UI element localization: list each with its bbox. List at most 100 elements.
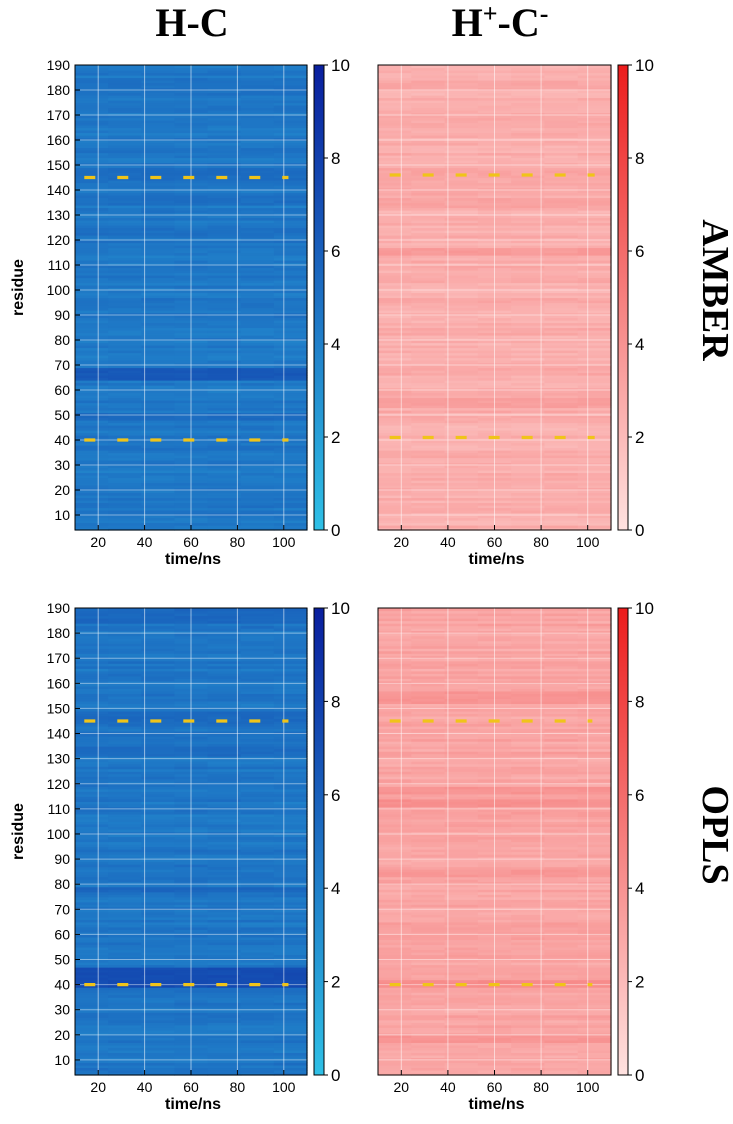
heatmap-cell bbox=[108, 205, 142, 209]
heatmap-cell bbox=[511, 964, 546, 968]
heatmap-cell bbox=[544, 325, 579, 329]
heatmap-cell bbox=[444, 145, 479, 149]
heatmap-cell bbox=[207, 332, 242, 336]
heatmap-cell bbox=[378, 849, 412, 853]
heatmap-cell bbox=[378, 295, 412, 299]
heatmap-cell bbox=[141, 517, 176, 521]
heatmap-cell bbox=[207, 392, 242, 396]
heatmap-cell bbox=[108, 618, 142, 622]
heatmap-cell bbox=[411, 365, 446, 369]
heatmap-cell bbox=[444, 262, 479, 266]
heatmap-cell bbox=[75, 663, 109, 667]
heatmap-cell bbox=[444, 495, 479, 499]
heatmap-cell bbox=[378, 783, 412, 787]
heatmap-cell bbox=[378, 517, 412, 521]
heatmap-cell bbox=[108, 225, 142, 229]
heatmap-cell bbox=[108, 783, 142, 787]
heatmap-cell bbox=[577, 342, 612, 346]
heatmap-cell bbox=[511, 1072, 546, 1076]
heatmap-cell bbox=[577, 100, 612, 104]
heatmap-cell bbox=[511, 115, 546, 119]
heatmap-cell bbox=[411, 939, 446, 943]
heatmap-cell bbox=[544, 497, 579, 501]
row-label-opls: OPLS bbox=[694, 785, 733, 884]
heatmap-cell bbox=[577, 502, 612, 506]
heatmap-cell bbox=[577, 287, 612, 291]
heatmap-cell bbox=[411, 450, 446, 454]
heatmap-cell bbox=[108, 899, 142, 903]
heatmap-cell bbox=[207, 715, 242, 720]
heatmap-cell bbox=[378, 202, 412, 206]
heatmap-cell bbox=[240, 415, 275, 419]
heatmap-cell bbox=[444, 412, 479, 416]
heatmap-cell bbox=[108, 207, 142, 211]
heatmap-cell bbox=[511, 417, 546, 421]
heatmap-cell bbox=[108, 87, 142, 91]
heatmap-cell bbox=[378, 382, 412, 386]
heatmap-cell bbox=[444, 994, 479, 998]
heatmap-cell bbox=[544, 200, 579, 204]
heatmap-cell bbox=[511, 130, 546, 134]
heatmap-cell bbox=[411, 823, 446, 828]
heatmap-cell bbox=[240, 1039, 275, 1043]
heatmap-cell bbox=[108, 390, 142, 394]
heatmap-cell bbox=[511, 405, 546, 409]
heatmap-cell bbox=[108, 195, 142, 199]
heatmap-cell bbox=[577, 65, 612, 69]
heatmap-cell bbox=[444, 267, 479, 271]
heatmap-cell bbox=[411, 135, 446, 139]
heatmap-cell bbox=[273, 1004, 308, 1008]
heatmap-cell bbox=[207, 342, 242, 346]
heatmap-cell bbox=[411, 1057, 446, 1061]
heatmap-cell bbox=[273, 417, 308, 421]
heatmap-cell bbox=[544, 846, 579, 850]
heatmap-cell bbox=[378, 891, 412, 895]
heatmap-cell bbox=[444, 465, 479, 469]
heatmap-cell bbox=[411, 452, 446, 456]
heatmap-cell bbox=[108, 675, 142, 679]
heatmap-cell bbox=[108, 628, 142, 632]
heatmap-cell bbox=[511, 240, 546, 244]
heatmap-cell bbox=[411, 962, 446, 966]
heatmap-cell bbox=[108, 395, 142, 399]
heatmap-cell bbox=[544, 355, 579, 359]
heatmap-cell bbox=[141, 130, 176, 134]
heatmap-cell bbox=[444, 956, 479, 961]
heatmap-cell bbox=[75, 117, 109, 121]
heatmap-cell bbox=[544, 841, 579, 845]
heatmap-cell bbox=[207, 866, 242, 870]
heatmap-cell bbox=[444, 120, 479, 124]
heatmap-cell bbox=[240, 325, 275, 329]
heatmap-cell bbox=[577, 954, 612, 958]
heatmap-cell bbox=[411, 808, 446, 812]
heatmap-cell bbox=[207, 452, 242, 456]
heatmap-cell bbox=[577, 916, 612, 920]
heatmap-cell bbox=[75, 162, 109, 166]
heatmap-cell bbox=[511, 1039, 546, 1043]
heatmap-cell bbox=[273, 197, 308, 201]
heatmap-cell bbox=[544, 312, 579, 316]
heatmap-cell bbox=[108, 110, 142, 114]
heatmap-cell bbox=[75, 841, 109, 845]
heatmap-cell bbox=[141, 650, 176, 654]
y-tick-label: 60 bbox=[54, 382, 70, 398]
heatmap-cell bbox=[511, 210, 546, 214]
heatmap-cell bbox=[411, 786, 446, 790]
heatmap-cell bbox=[207, 608, 242, 612]
heatmap-cell bbox=[273, 290, 308, 294]
heatmap-cell bbox=[141, 65, 176, 69]
heatmap-cell bbox=[544, 150, 579, 154]
heatmap-cell bbox=[108, 1012, 142, 1016]
heatmap-cell bbox=[273, 205, 308, 209]
heatmap-cell bbox=[444, 367, 479, 371]
heatmap-cell bbox=[577, 505, 612, 509]
heatmap-cell bbox=[207, 999, 242, 1003]
heatmap-cell bbox=[411, 994, 446, 998]
heatmap-cell bbox=[108, 325, 142, 329]
heatmap-cell bbox=[108, 891, 142, 895]
heatmap-cell bbox=[577, 465, 612, 469]
heatmap-cell bbox=[444, 210, 479, 214]
heatmap-cell bbox=[108, 200, 142, 204]
heatmap-cell bbox=[273, 623, 308, 627]
heatmap-cell bbox=[444, 295, 479, 299]
